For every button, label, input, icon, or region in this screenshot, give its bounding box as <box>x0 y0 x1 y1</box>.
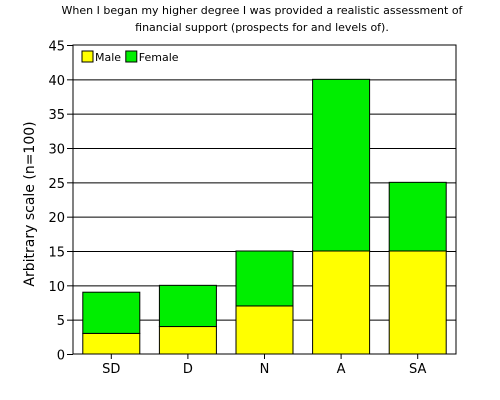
y-tick-label: 5 <box>57 314 65 329</box>
bar-male-a <box>312 250 371 355</box>
bar-female-a <box>312 78 371 252</box>
y-axis-label: Arbitrary scale (n=100) <box>22 121 38 286</box>
y-tick-label: 0 <box>57 349 65 364</box>
y-tick-label: 25 <box>48 177 65 192</box>
chart-title-line-2: financial support (prospects for and lev… <box>135 21 389 34</box>
bar-female-sa <box>388 181 447 252</box>
chart-title: When I began my higher degree I was prov… <box>62 4 464 34</box>
legend-label-male: Male <box>95 51 121 64</box>
y-tick-label: 20 <box>48 211 65 226</box>
bar-male-n <box>235 305 294 355</box>
x-tick-label: SD <box>102 362 120 377</box>
y-tick-label: 35 <box>48 108 65 123</box>
y-axis-ticks: 0 5 10 15 20 25 30 35 40 45 <box>48 40 73 364</box>
bars <box>82 78 447 355</box>
y-tick-label: 10 <box>48 280 65 295</box>
x-tick-label: N <box>260 362 270 377</box>
legend: Male Female <box>81 50 179 64</box>
bar-male-sd <box>82 332 141 355</box>
bar-male-sa <box>388 250 447 355</box>
x-tick-label: A <box>337 362 346 377</box>
legend-swatch-female <box>125 50 138 63</box>
legend-label-female: Female <box>139 51 179 64</box>
y-tick-label: 15 <box>48 246 65 261</box>
x-tick-label: SA <box>409 362 426 377</box>
bar-male-d <box>158 326 217 355</box>
bar-female-d <box>158 284 217 328</box>
y-tick-label: 40 <box>48 74 65 89</box>
y-tick-label: 45 <box>48 40 65 55</box>
x-tick-label: D <box>183 362 193 377</box>
bar-female-n <box>235 250 294 307</box>
y-tick-label: 30 <box>48 143 65 158</box>
x-axis-ticks: SD D N A SA <box>102 354 426 377</box>
chart-title-line-1: When I began my higher degree I was prov… <box>62 4 464 17</box>
bar-female-sd <box>82 291 141 334</box>
legend-swatch-male <box>81 50 94 63</box>
